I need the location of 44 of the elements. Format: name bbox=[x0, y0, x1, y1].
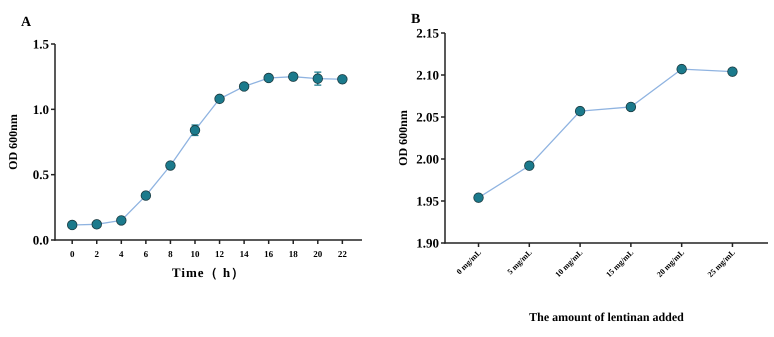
y-tick-label: 1.0 bbox=[32, 102, 49, 117]
y-axis-title: OD 600nm bbox=[396, 110, 410, 166]
point bbox=[66, 220, 78, 230]
x-tick-label: 8 bbox=[168, 249, 174, 259]
point bbox=[337, 74, 348, 84]
x-tick-label: 10 bbox=[190, 249, 200, 259]
x-tick-label: 22 bbox=[338, 249, 348, 259]
x-tick-label: 4 bbox=[119, 249, 124, 259]
y-tick-label: 0.0 bbox=[32, 232, 49, 248]
y-tick-label: 1.90 bbox=[416, 236, 439, 250]
x-tick-label: 20 bbox=[313, 249, 323, 259]
point bbox=[263, 72, 274, 84]
x-tick-label: 2 bbox=[94, 249, 100, 259]
x-tick-label: 18 bbox=[288, 249, 298, 259]
point bbox=[574, 106, 586, 116]
x-tick-label: 16 bbox=[264, 249, 274, 259]
y-tick-label: 2.00 bbox=[416, 152, 439, 166]
x-axis-title: Time（ h） bbox=[172, 265, 246, 280]
x-axis-title: The amount of lentinan added bbox=[529, 310, 684, 324]
point bbox=[165, 160, 176, 171]
x-tick-label: 6 bbox=[144, 249, 149, 259]
x-tick-label: 0 bbox=[70, 249, 75, 259]
point bbox=[288, 71, 298, 82]
y-tick-label: 2.05 bbox=[416, 110, 440, 124]
point bbox=[676, 64, 687, 74]
point bbox=[92, 219, 102, 230]
y-tick-label: 1.95 bbox=[416, 194, 440, 208]
point bbox=[626, 102, 636, 112]
y-tick-label: 2.15 bbox=[416, 26, 440, 40]
y-tick-label: 1.5 bbox=[32, 36, 50, 52]
point bbox=[214, 94, 225, 104]
chart-title: A bbox=[21, 15, 32, 30]
point bbox=[116, 215, 127, 226]
x-tick-label: 14 bbox=[240, 249, 250, 259]
y-tick-label: 0.5 bbox=[32, 167, 50, 182]
x-tick-label: 12 bbox=[215, 249, 225, 259]
point bbox=[140, 190, 152, 201]
point bbox=[473, 192, 484, 203]
y-axis-title: OD 600nm bbox=[6, 114, 20, 170]
point bbox=[727, 66, 738, 77]
point bbox=[524, 160, 535, 171]
chart-title: B bbox=[411, 12, 420, 27]
point bbox=[238, 81, 250, 92]
y-tick-label: 2.10 bbox=[416, 68, 439, 82]
